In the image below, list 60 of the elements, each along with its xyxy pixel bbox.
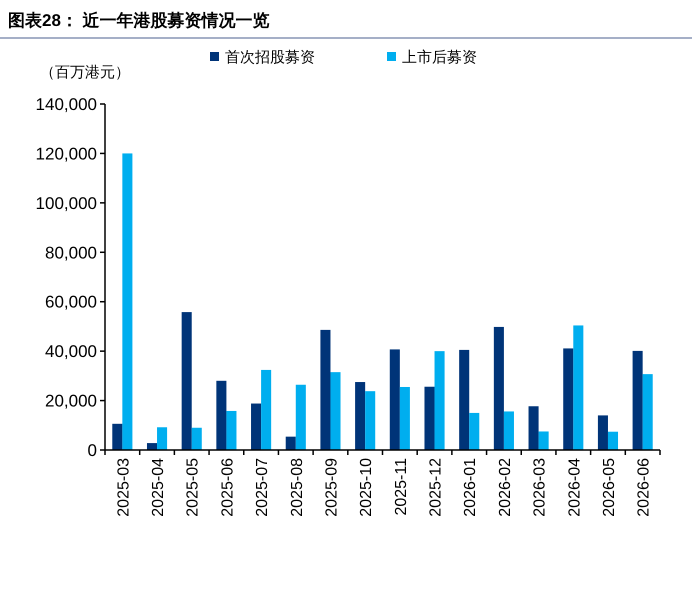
x-tick-label: 2025-08 [288,458,306,517]
x-tick-label: 2026-06 [636,458,653,517]
y-tick-label: 80,000 [45,243,97,262]
bar [365,391,376,450]
bar [598,415,608,450]
bar [261,370,272,450]
x-tick-label: 2026-05 [600,458,618,517]
bar [286,436,296,450]
x-tick-label: 2025-09 [323,458,340,517]
x-tick-label: 2026-04 [566,458,584,517]
legend-label: 首次招股募资 [225,49,315,66]
y-tick-label: 40,000 [45,342,97,362]
bar [226,410,236,450]
bar [251,404,262,450]
bar [538,431,549,450]
bar [642,374,653,450]
bar [528,406,539,450]
bar [632,350,643,450]
y-axis-title: （百万港元） [40,64,130,81]
bar [563,348,574,450]
bar [216,380,226,450]
y-tick-label: 100,000 [36,194,97,213]
bar [320,330,330,450]
legend-label: 上市后募资 [402,49,477,66]
x-tick-label: 2025-07 [254,458,272,517]
bar [459,350,470,450]
y-tick-label: 20,000 [45,392,97,411]
x-tick-label: 2025-12 [428,458,445,517]
y-tick-label: 140,000 [36,95,97,114]
bar [573,325,584,450]
x-tick-label: 2025-06 [219,458,236,517]
bar [504,411,514,450]
bar [182,312,192,450]
x-tick-label: 2026-01 [462,458,480,517]
bar [330,372,341,450]
bar [122,153,132,450]
y-tick-label: 0 [88,441,97,460]
bar [146,443,158,450]
bar [434,351,445,450]
bar [390,349,400,450]
x-tick-label: 2025-03 [115,458,132,517]
bar [608,432,618,450]
x-tick-label: 2026-02 [496,458,514,517]
bar [296,384,306,450]
bar [400,386,410,450]
x-tick-label: 2026-03 [532,458,549,517]
bar [355,382,366,450]
x-tick-label: 2025-05 [184,458,202,517]
x-tick-label: 2025-10 [358,458,376,517]
y-tick-label: 120,000 [36,144,97,164]
x-tick-label: 2025-04 [150,458,168,517]
bar [112,424,122,450]
bar [469,412,480,450]
bar [157,427,168,450]
bar [192,428,202,450]
bar [424,386,435,450]
bar [494,326,504,450]
y-tick-label: 60,000 [45,292,97,312]
x-tick-label: 2025-11 [392,458,410,516]
chart-title: 图表28： 近一年港股募资情况一览 [8,11,270,30]
